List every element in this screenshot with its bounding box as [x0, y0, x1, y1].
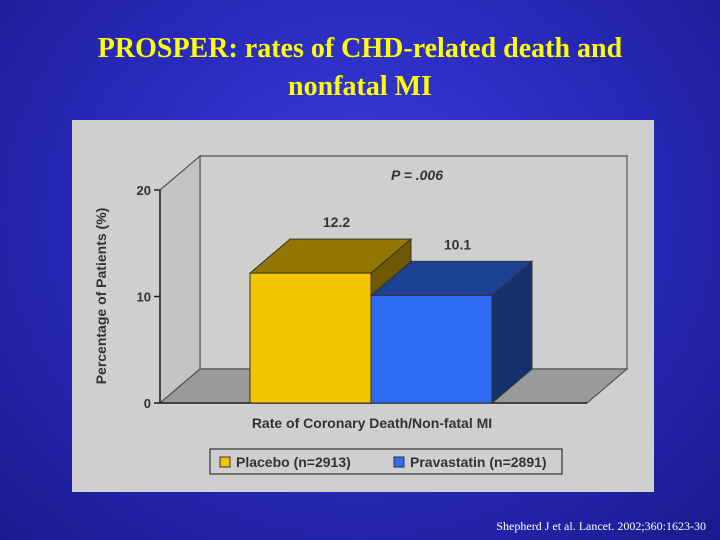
y-axis-label: Percentage of Patients (%): [93, 208, 109, 385]
legend-label: Pravastatin (n=2891): [410, 454, 547, 470]
chart-left-wall: [159, 154, 201, 405]
legend-swatch: [393, 456, 405, 468]
slide-title: PROSPER: rates of CHD-related death and …: [0, 30, 720, 106]
legend-swatch: [219, 456, 231, 468]
bar-data-label: 10.1: [444, 236, 471, 252]
y-tick-label: 0: [144, 396, 151, 411]
bar-chart: 0 10 20 12.2 10.1 P = .006 Percentage of Pa…: [93, 154, 629, 475]
bar-front-face: [249, 272, 372, 404]
legend-label: Placebo (n=2913): [236, 454, 351, 470]
bar-front-face: [370, 294, 493, 404]
p-value-annotation: P = .006: [391, 167, 443, 183]
x-axis-label: Rate of Coronary Death/Non-fatal MI: [252, 415, 492, 431]
y-tick-label: 20: [137, 183, 151, 198]
citation: Shepherd J et al. Lancet. 2002;360:1623-…: [496, 519, 706, 533]
slide-title-line-1: PROSPER: rates of CHD-related death and: [97, 33, 623, 64]
bar-pravastatin: [369, 260, 534, 405]
bar-data-label: 12.2: [323, 214, 350, 230]
chart-panel: 0 10 20 12.2 10.1 P = .006 Percentage of Pa…: [72, 120, 654, 492]
legend-box: [209, 448, 563, 475]
y-tick-label: 10: [137, 290, 151, 305]
slide-title-line-2: nonfatal MI: [288, 71, 432, 102]
